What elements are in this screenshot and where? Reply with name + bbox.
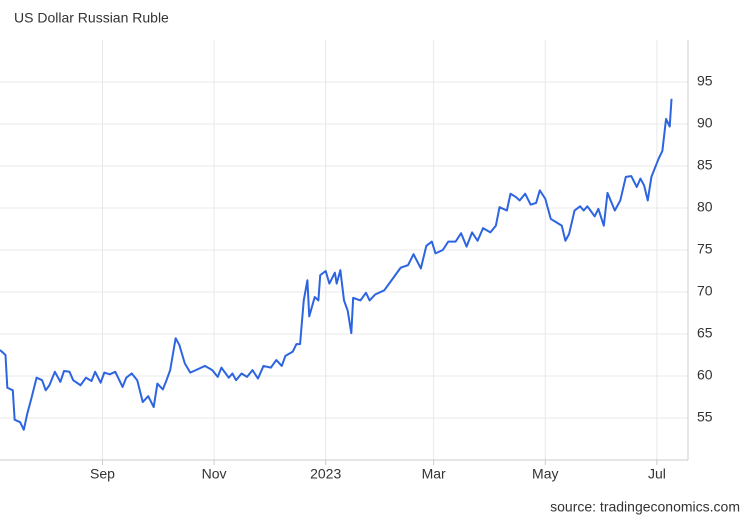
y-tick-label: 60 <box>697 367 713 383</box>
x-tick-label: Nov <box>202 466 227 482</box>
y-tick-label: 70 <box>697 283 713 299</box>
data-line <box>0 98 673 431</box>
y-tick-label: 65 <box>697 325 713 341</box>
y-tick-label: 85 <box>697 157 713 173</box>
y-tick-label: 55 <box>697 409 713 425</box>
x-tick-label: May <box>532 466 558 482</box>
x-tick-label: Mar <box>422 466 446 482</box>
x-tick-label: 2023 <box>310 466 341 482</box>
x-tick-label: Jul <box>648 466 666 482</box>
chart-title: US Dollar Russian Ruble <box>14 10 169 26</box>
y-tick-label: 95 <box>697 73 713 89</box>
x-tick-label: Sep <box>90 466 115 482</box>
source: source: tradingeconomics.com <box>550 499 740 515</box>
y-tick-label: 75 <box>697 241 713 257</box>
y-tick-label: 90 <box>697 115 713 131</box>
y-tick-label: 80 <box>697 199 713 215</box>
